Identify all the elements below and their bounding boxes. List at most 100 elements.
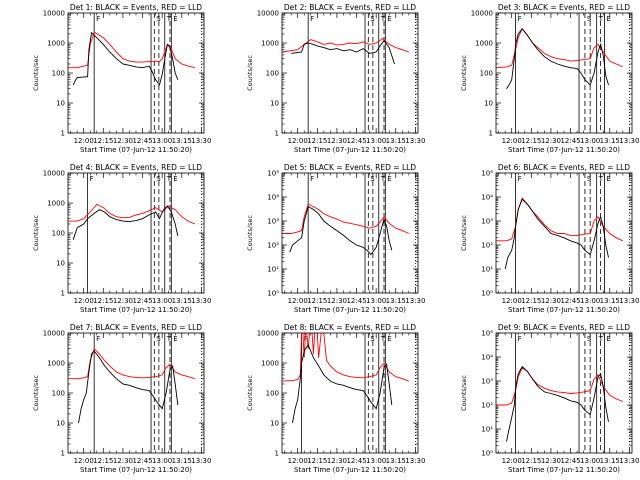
panel-title: Det 1: BLACK = Events, RED = LLD — [70, 3, 202, 12]
y-tick-label: 1 — [61, 450, 65, 458]
y-tick-label: 10000 — [43, 10, 65, 18]
y-tick-label: 100 — [52, 390, 65, 398]
panel-title: Det 9: BLACK = Events, RED = LLD — [498, 323, 630, 332]
series-events-line — [72, 31, 179, 86]
interval-letter-s: S — [370, 15, 375, 23]
x-tick-label: 13:30 — [191, 137, 211, 145]
x-tick-label: 13:15 — [386, 137, 406, 145]
x-tick-label: 12:00 — [74, 297, 94, 305]
series-events-line — [506, 27, 609, 89]
series-lld-line — [282, 38, 409, 53]
x-tick-label: 12:45 — [560, 137, 580, 145]
series-lld-line — [68, 31, 195, 69]
interval-letter-s: S — [587, 335, 592, 343]
interval-letter-f: F — [518, 335, 522, 343]
interval-letter-e: E — [387, 15, 391, 23]
panel-title: Det 6: BLACK = Events, RED = LLD — [498, 163, 630, 172]
y-tick-label: 10⁵ — [481, 330, 493, 338]
y-tick-label: 1000 — [47, 360, 65, 368]
x-tick-label: 12:15 — [521, 297, 541, 305]
x-tick-label: 13:30 — [619, 457, 639, 465]
panel-det-7: 1 10 100 1000 10000 12:00 12:15 12:30 12:45 13:00… — [32, 323, 211, 474]
interval-letter-t: T — [166, 15, 172, 23]
x-tick-label: 12:30 — [113, 297, 133, 305]
y-axis-label: Counts/sec — [32, 215, 40, 251]
y-tick-label: 10⁰ — [481, 450, 493, 458]
x-axis-label: Start Time (07-Jun-12 11:50:20) — [294, 466, 406, 474]
x-tick-label: 12:15 — [521, 457, 541, 465]
interval-letter-e: E — [387, 175, 391, 183]
x-tick-label: 13:15 — [172, 457, 192, 465]
y-tick-label: 10² — [481, 242, 493, 250]
series-lld-line — [282, 333, 409, 382]
y-tick-label: 100 — [52, 230, 65, 238]
x-tick-label: 13:00 — [580, 297, 600, 305]
panel-det-8: 1 10 100 1000 10000 12:00 12:15 12:30 12:45 13:00… — [246, 323, 425, 474]
x-tick-label: 12:00 — [288, 457, 308, 465]
x-tick-label: 12:00 — [288, 297, 308, 305]
interval-letter-t: T — [598, 175, 604, 183]
y-tick-label: 10000 — [43, 170, 65, 178]
y-tick-label: 10⁰ — [267, 290, 279, 298]
y-tick-label: 100 — [266, 390, 279, 398]
y-axis-label: Counts/sec — [246, 375, 254, 411]
interval-letter-t: T — [380, 175, 386, 183]
y-tick-label: 100 — [480, 70, 493, 78]
x-axis-label: Start Time (07-Jun-12 11:50:20) — [508, 146, 620, 154]
y-axis-label: Counts/sec — [246, 215, 254, 251]
y-tick-label: 10³ — [481, 378, 493, 386]
y-tick-label: 1000 — [47, 200, 65, 208]
plot-frame — [495, 332, 633, 454]
y-tick-label: 10 — [270, 100, 279, 108]
x-tick-label: 12:15 — [307, 297, 327, 305]
y-tick-label: 10000 — [257, 10, 279, 18]
y-tick-label: 10¹ — [481, 426, 493, 434]
y-tick-label: 10¹ — [267, 266, 279, 274]
x-tick-label: 13:00 — [152, 137, 172, 145]
x-tick-label: 12:45 — [346, 297, 366, 305]
series-lld-line — [68, 203, 195, 225]
y-tick-label: 10² — [267, 242, 279, 250]
x-tick-label: 12:15 — [93, 457, 113, 465]
series-events-line — [504, 198, 609, 270]
series-lld-line — [282, 203, 409, 234]
y-tick-label: 10⁴ — [481, 354, 493, 362]
y-tick-label: 1000 — [47, 40, 65, 48]
interval-letter-s: S — [370, 175, 375, 183]
y-tick-label: 10000 — [471, 10, 493, 18]
x-tick-label: 12:00 — [74, 137, 94, 145]
x-axis-label: Start Time (07-Jun-12 11:50:20) — [294, 306, 406, 314]
interval-letter-t: T — [380, 335, 386, 343]
interval-letter-e: E — [607, 335, 611, 343]
x-tick-label: 13:00 — [152, 297, 172, 305]
y-tick-label: 10 — [56, 260, 65, 268]
x-tick-label: 13:00 — [580, 137, 600, 145]
plot-frame — [67, 332, 205, 454]
x-tick-label: 13:15 — [600, 297, 620, 305]
y-axis-label: Counts/sec — [460, 215, 468, 251]
interval-letter-e: E — [607, 15, 611, 23]
y-tick-label: 10⁵ — [481, 170, 493, 178]
plot-frame — [495, 12, 633, 134]
x-axis-label: Start Time (07-Jun-12 11:50:20) — [294, 146, 406, 154]
x-tick-label: 12:30 — [113, 137, 133, 145]
x-tick-label: 12:45 — [346, 137, 366, 145]
plot-frame — [67, 12, 205, 134]
y-tick-label: 1000 — [261, 360, 279, 368]
y-tick-label: 10⁵ — [267, 170, 279, 178]
interval-letter-s: S — [370, 335, 375, 343]
x-axis-label: Start Time (07-Jun-12 11:50:20) — [80, 466, 192, 474]
x-tick-label: 12:45 — [132, 137, 152, 145]
y-axis-label: Counts/sec — [32, 55, 40, 91]
y-tick-label: 1 — [275, 450, 279, 458]
x-tick-label: 13:15 — [600, 457, 620, 465]
series-events-line — [78, 350, 179, 424]
x-tick-label: 12:00 — [502, 457, 522, 465]
y-tick-label: 10 — [270, 420, 279, 428]
y-tick-label: 1 — [275, 130, 279, 138]
x-tick-label: 13:30 — [405, 297, 425, 305]
y-tick-label: 10⁴ — [481, 194, 493, 202]
